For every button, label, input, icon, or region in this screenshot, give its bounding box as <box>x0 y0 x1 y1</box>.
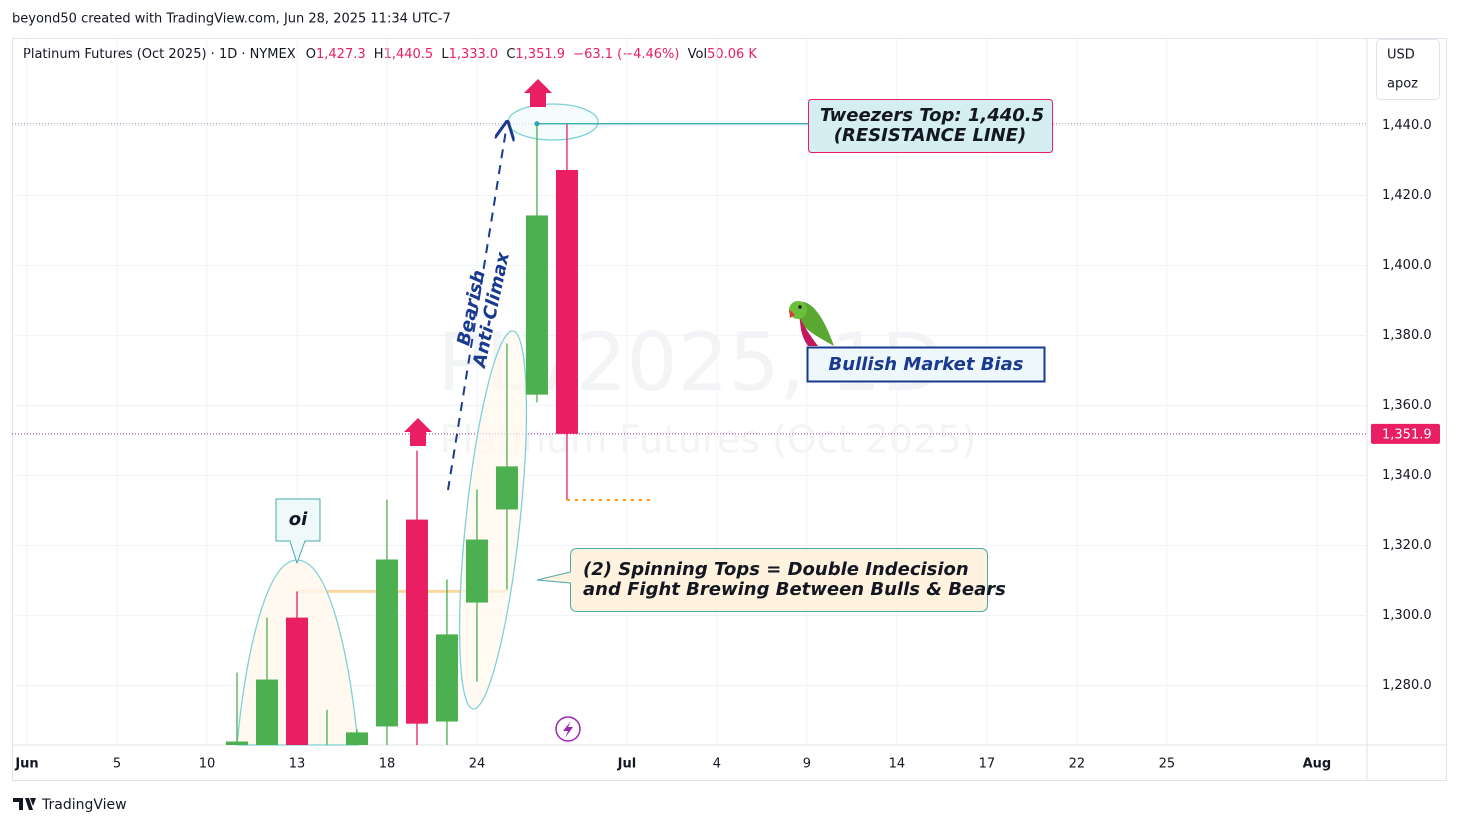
y-tick-label: 1,280.0 <box>1382 678 1432 693</box>
candle-body <box>435 634 458 722</box>
x-tick-label: 24 <box>469 757 486 772</box>
volume: 50.06 K <box>707 47 757 62</box>
resistance-box <box>808 99 1053 153</box>
climax-arrow <box>447 130 506 491</box>
bias-label: Bullish Market Bias <box>829 354 1024 375</box>
candle-body <box>525 215 548 395</box>
candle-body <box>555 169 578 434</box>
annotations: oi Bearish Anti-Climax Tweezers Top: 1,4… <box>275 79 1053 742</box>
spinning-label: (2) Spinning Tops = Double Indecision <box>583 559 969 580</box>
x-tick-label: 17 <box>979 757 996 772</box>
ohlc-key: H <box>374 47 384 62</box>
x-tick-label: 5 <box>113 757 121 772</box>
candle-body <box>405 519 428 724</box>
candle-body <box>465 539 488 603</box>
event-bolt <box>563 721 573 738</box>
oi-label: oi <box>289 509 308 530</box>
header: Platinum Futures (Oct 2025) · 1D · NYMEX… <box>23 47 757 62</box>
candle-body <box>285 617 308 745</box>
ohlc-key: L <box>441 47 449 62</box>
candle-body <box>495 466 518 510</box>
bias-box <box>806 346 1046 383</box>
candle-body <box>255 679 278 745</box>
parrot <box>789 301 834 346</box>
plot <box>225 121 808 745</box>
y-tick-label: 1,340.0 <box>1382 468 1432 483</box>
spinning-box <box>536 548 988 612</box>
x-tick-label: Jun <box>14 757 38 772</box>
spinning-label: and Fight Brewing Between Bulls & Bears <box>583 579 1006 600</box>
candle-body <box>345 732 368 745</box>
x-tick-label: Jul <box>617 757 637 772</box>
oi-bubble <box>275 498 321 564</box>
ohlc-value: 1,351.9 <box>515 47 565 62</box>
title: Platinum Futures (Oct 2025) · 1D · NYMEX <box>23 47 296 62</box>
y-tick-label: 1,320.0 <box>1382 538 1432 553</box>
x-tick-label: 18 <box>379 757 396 772</box>
volume-key: Vol <box>688 47 707 62</box>
x-tick-label: 25 <box>1159 757 1176 772</box>
y-tick-label: 1,440.0 <box>1382 118 1432 133</box>
ohlc-key: O <box>306 47 316 62</box>
x-tick-label: 13 <box>289 757 306 772</box>
x-tick-label: 10 <box>199 757 216 772</box>
candle-body <box>225 741 248 745</box>
symbol-watermark-sub: Platinum Futures (Oct 2025) <box>440 418 977 462</box>
change: −63.1 (−4.46%) <box>573 47 679 62</box>
x-tick-label: Aug <box>1303 757 1332 772</box>
y-tick-label: 1,360.0 <box>1382 398 1432 413</box>
up-arrow <box>524 79 552 107</box>
y-tick-label: 1,300.0 <box>1382 608 1432 623</box>
y-tick-label: 1,400.0 <box>1382 258 1432 273</box>
resistance-point <box>534 121 540 127</box>
up-arrow <box>404 418 432 446</box>
y-tick-label: 1,420.0 <box>1382 188 1432 203</box>
spinning-ellipse <box>458 330 528 710</box>
currency: USD <box>1387 48 1415 63</box>
brand-label: TradingView <box>41 797 127 813</box>
unit: apoz <box>1387 77 1418 92</box>
ohlc-key: C <box>506 47 515 62</box>
brand: TradingView <box>13 797 127 813</box>
watermark: beyond50 created with TradingView.com, J… <box>12 12 451 27</box>
ohlc-value: 1,427.3 <box>316 47 366 62</box>
ohlc-value: 1,333.0 <box>449 47 499 62</box>
ohlc-value: 1,440.5 <box>384 47 434 62</box>
top-ellipse <box>507 103 599 141</box>
x-tick-label: 4 <box>713 757 721 772</box>
last-price-label: 1,351.9 <box>1382 427 1432 442</box>
annotation-shapes <box>236 103 599 746</box>
pane-border <box>12 38 1447 781</box>
x-tick-label: 14 <box>889 757 906 772</box>
candle-body <box>375 559 398 727</box>
y-tick-label: 1,380.0 <box>1382 328 1432 343</box>
resistance-label: Tweezers Top: 1,440.5 <box>820 105 1044 126</box>
axes: 1,280.0 1,300.0 1,320.0 1,340.0 1,360.0 1,380… <box>14 118 1440 772</box>
last-price-tag <box>1371 423 1440 444</box>
currency-box[interactable] <box>1376 39 1440 100</box>
resistance-sub: (RESISTANCE LINE) <box>834 125 1026 146</box>
x-tick-label: 9 <box>803 757 811 772</box>
x-tick-label: 22 <box>1069 757 1086 772</box>
